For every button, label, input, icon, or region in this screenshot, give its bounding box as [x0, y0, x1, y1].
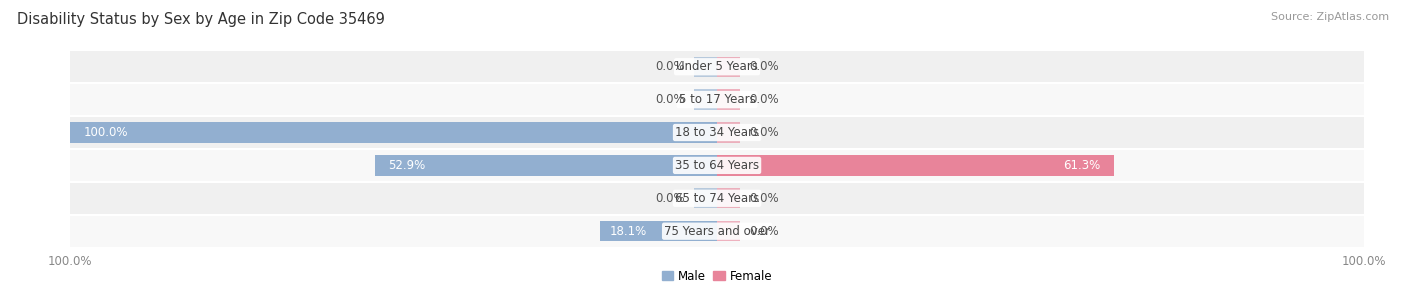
Bar [717, 89, 740, 110]
Text: 61.3%: 61.3% [1063, 159, 1101, 172]
Text: 0.0%: 0.0% [749, 60, 779, 73]
Legend: Male, Female: Male, Female [657, 265, 778, 288]
Text: 0.0%: 0.0% [655, 192, 685, 205]
Text: 65 to 74 Years: 65 to 74 Years [675, 192, 759, 205]
Text: 75 Years and over: 75 Years and over [664, 225, 770, 238]
Bar [695, 57, 717, 77]
Bar [717, 221, 740, 241]
Text: 100.0%: 100.0% [83, 126, 128, 139]
Bar [375, 155, 717, 176]
Bar [695, 188, 717, 209]
Bar [600, 221, 717, 241]
Text: Under 5 Years: Under 5 Years [676, 60, 758, 73]
Text: 5 to 17 Years: 5 to 17 Years [679, 93, 755, 106]
Bar [717, 188, 740, 209]
Bar [717, 122, 740, 143]
Bar [70, 216, 1364, 247]
Bar [695, 89, 717, 110]
Bar [717, 155, 1114, 176]
Bar [70, 51, 1364, 82]
Text: 35 to 64 Years: 35 to 64 Years [675, 159, 759, 172]
Bar [70, 117, 1364, 148]
Text: 0.0%: 0.0% [749, 225, 779, 238]
Bar [70, 183, 1364, 214]
Text: 52.9%: 52.9% [388, 159, 425, 172]
Text: Disability Status by Sex by Age in Zip Code 35469: Disability Status by Sex by Age in Zip C… [17, 12, 385, 27]
Text: 0.0%: 0.0% [655, 93, 685, 106]
Bar [70, 150, 1364, 181]
Text: 0.0%: 0.0% [749, 192, 779, 205]
Text: 18 to 34 Years: 18 to 34 Years [675, 126, 759, 139]
Text: 0.0%: 0.0% [749, 126, 779, 139]
Text: Source: ZipAtlas.com: Source: ZipAtlas.com [1271, 12, 1389, 22]
Text: 0.0%: 0.0% [749, 93, 779, 106]
Text: 0.0%: 0.0% [655, 60, 685, 73]
Text: 18.1%: 18.1% [610, 225, 647, 238]
Bar [70, 84, 1364, 115]
Bar [717, 57, 740, 77]
Bar [70, 122, 717, 143]
